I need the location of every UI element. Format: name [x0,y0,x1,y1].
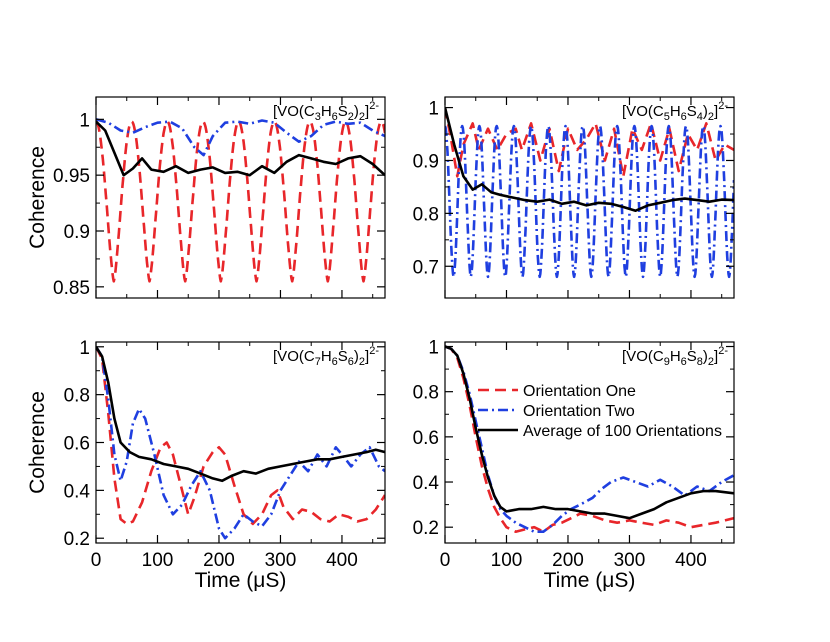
series-line-orientation-one [96,346,385,526]
y-tick-label: 0.9 [413,151,439,172]
series-line-orientation-two [96,346,385,540]
y-tick-label: 1 [79,110,90,131]
axes-frame [95,96,386,299]
panel-title: [VO(C7H6S6)2]2- [273,345,379,368]
x-tick-label: 200 [203,550,235,571]
series-line-orientation-one [445,345,734,534]
axes-frame [444,341,735,544]
x-axis-label: Time (μS) [195,569,287,592]
y-tick-label: 0.6 [64,434,90,455]
legend-label: Average of 100 Orientations [523,423,722,440]
y-tick-label: 0.4 [413,473,440,494]
y-tick-label: 0.2 [413,518,439,539]
y-tick-label: 0.95 [53,166,90,187]
y-tick-label: 0.85 [53,278,90,299]
panel-title: [VO(C3H6S2)2]2- [273,100,379,123]
x-tick-label: 100 [142,550,174,571]
legend-label: Orientation Two [523,403,635,420]
axes-frame [444,96,735,299]
legend-label: Orientation One [523,383,636,400]
x-tick-label: 300 [614,550,646,571]
panel-bottom-right: 0 100 200 300 400 0.2 0.4 0.6 0.8 1 Time (μS) [VO(C… [413,338,735,592]
series-group [445,345,734,534]
panel-top-left: 0.85 0.9 0.95 1 Coherence [VO(C3H6S2)2]2- [26,96,386,299]
y-tick-label: 1 [428,99,439,120]
series-line-orientation-two [445,124,734,279]
y-tick-label: 1 [428,338,439,359]
y-axis-label: Coherence [26,391,49,494]
x-tick-label: 0 [440,550,451,571]
x-tick-label: 100 [491,550,523,571]
x-tick-label: 400 [326,550,358,571]
y-tick-label: 1 [79,338,90,359]
legend: Orientation One Orientation Two Average of… [478,383,722,440]
series-group [96,346,385,540]
series-line-orientation-one [96,120,385,283]
series-line-average-of-100-orientations [96,120,385,177]
y-tick-label: 0.6 [413,428,439,449]
x-tick-label: 0 [91,550,102,571]
x-tick-label: 300 [265,550,297,571]
y-tick-label: 0.4 [64,481,91,502]
y-axis-label: Coherence [26,146,49,249]
x-axis-label: Time (μS) [544,569,636,592]
axes-frame [95,341,386,544]
series-line-average-of-100-orientations [96,346,385,483]
panel-title: [VO(C5H6S4)2]2- [622,100,728,123]
panel-top-right: 0.7 0.8 0.9 1 [VO(C5H6S4)2]2- [413,96,735,299]
x-tick-label: 400 [675,550,707,571]
series-line-orientation-one [445,107,734,178]
panel-bottom-left: 0 100 200 300 400 0.2 0.4 0.6 0.8 1 Coherence Time … [26,338,386,592]
y-tick-label: 0.8 [413,204,439,225]
y-tick-label: 0.8 [413,383,439,404]
series-line-orientation-two [445,345,734,534]
y-tick-label: 0.7 [413,257,439,278]
y-tick-label: 0.9 [64,222,90,243]
series-group [445,107,734,279]
series-line-average-of-100-orientations [445,345,734,520]
series-group [96,118,385,283]
x-tick-label: 200 [552,550,584,571]
panel-title: [VO(C9H6S8)2]2- [622,345,728,368]
y-tick-label: 0.2 [64,529,90,550]
series-line-average-of-100-orientations [445,107,734,212]
y-tick-label: 0.8 [64,386,90,407]
